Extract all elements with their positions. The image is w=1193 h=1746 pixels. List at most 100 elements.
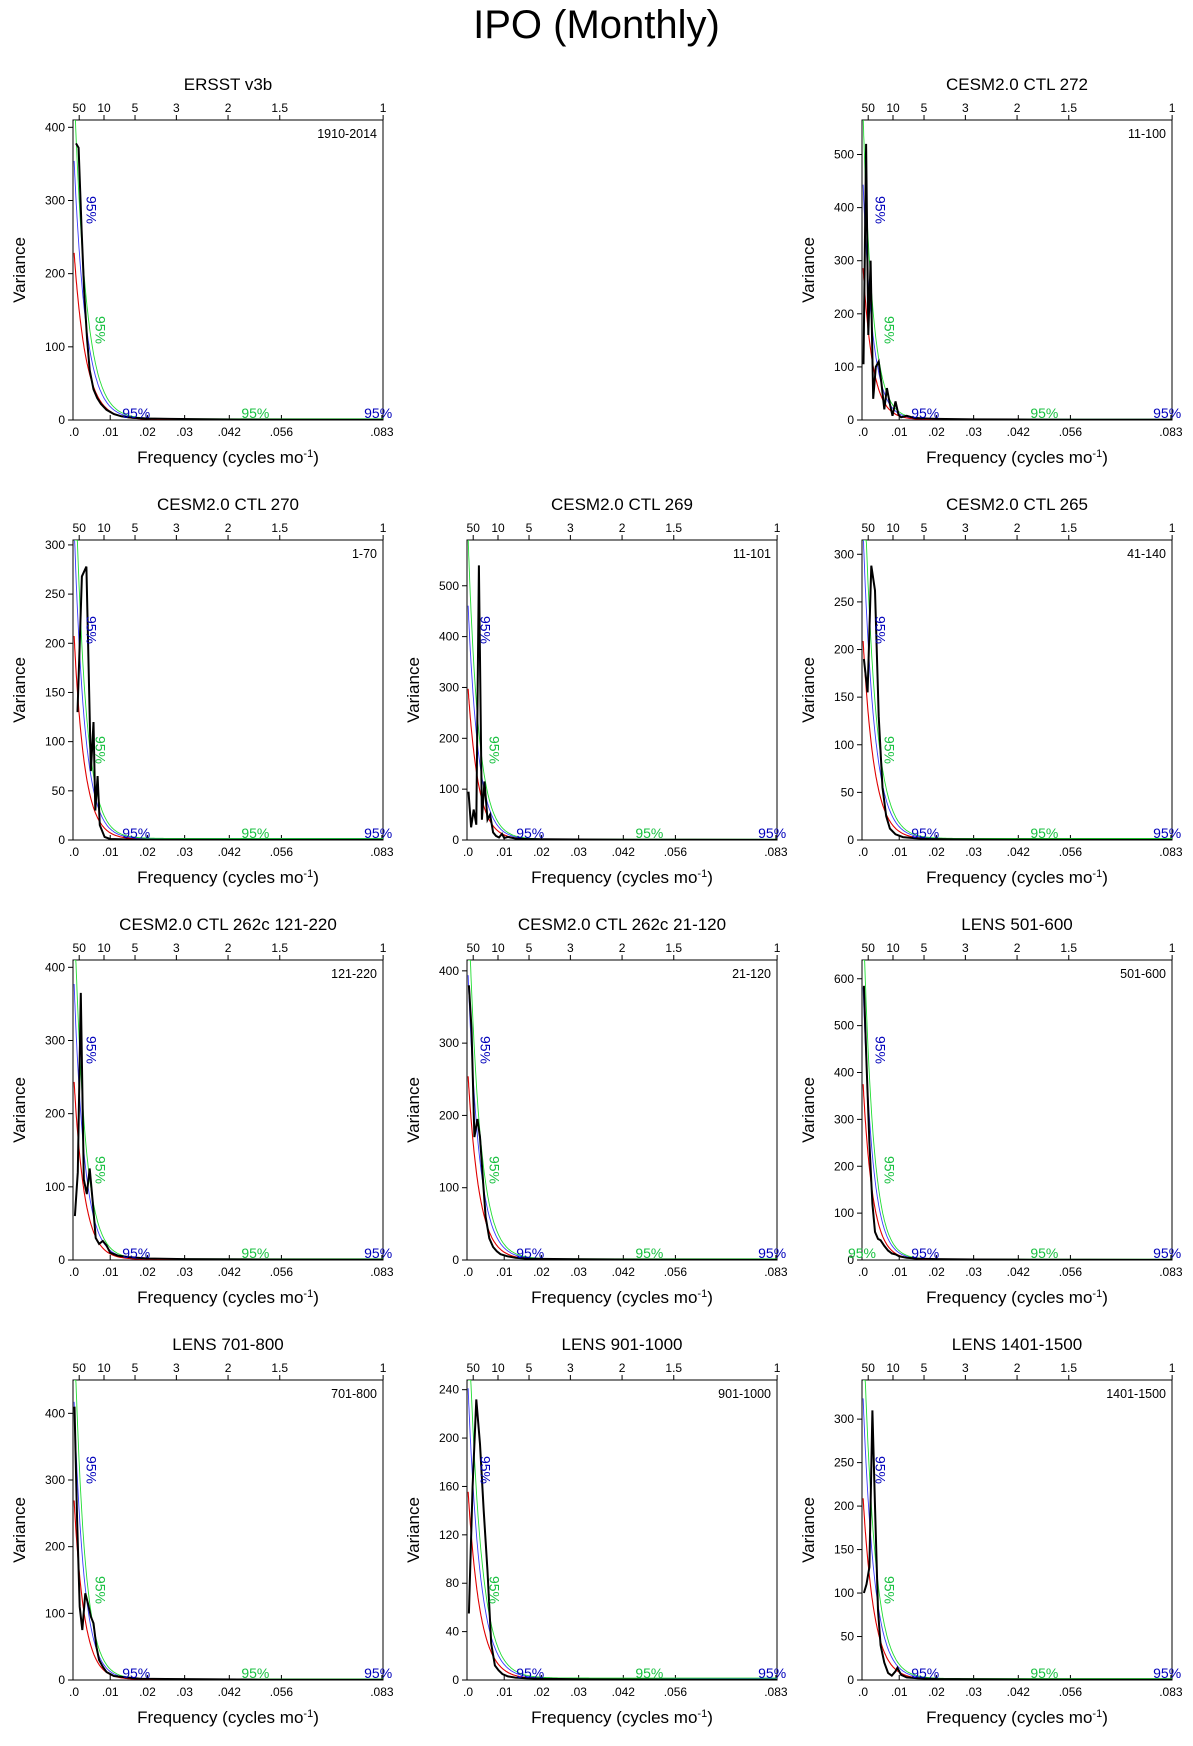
period-tick-label: 50 [862, 521, 876, 535]
period-tick-label: 1 [774, 521, 781, 535]
confidence-label: 95% [1153, 1665, 1181, 1681]
y-tick-label: 0 [847, 1253, 854, 1267]
period-tick-label: 10 [97, 101, 111, 115]
period-tick-label: 1 [380, 521, 387, 535]
plot-frame [861, 959, 1173, 1261]
x-tick-label: .03 [965, 1685, 982, 1699]
y-tick-label: 200 [834, 1499, 854, 1513]
period-tick-label: 3 [567, 941, 574, 955]
confidence-label: 95% [487, 1156, 503, 1184]
x-tick-label: .01 [102, 1685, 119, 1699]
y-tick-label: 100 [439, 782, 459, 796]
period-tick-label: 1.5 [1060, 1361, 1077, 1375]
x-tick-label: .03 [176, 1685, 193, 1699]
period-tick-label: 50 [862, 1361, 876, 1375]
confidence-label: 95% [241, 1665, 269, 1681]
confidence-label: 95% [516, 1665, 544, 1681]
period-range-label: 11-100 [1128, 127, 1166, 141]
panel-title: LENS 1401-1500 [952, 1335, 1082, 1354]
x-tick-label: .01 [102, 1265, 119, 1279]
x-tick-label: .02 [139, 425, 156, 439]
confidence-label: 95% [635, 825, 663, 841]
y-tick-label: 100 [45, 735, 65, 749]
spectrum-panel: CESM2.0 CTL 269 11-101 50 10 5 3 2 1.5 1 .0 .01 .02… [404, 495, 788, 887]
x-axis-label-close: ) [707, 1708, 713, 1727]
y-tick-label: 200 [45, 1540, 65, 1554]
x-axis-label-exponent: -1 [303, 1288, 313, 1300]
period-tick-label: 50 [862, 101, 876, 115]
period-tick-label: 1 [1169, 521, 1176, 535]
x-tick-label: .0 [858, 1685, 868, 1699]
confidence-label: 95% [122, 1665, 150, 1681]
x-tick-label: .0 [463, 1265, 473, 1279]
x-tick-label: .056 [1059, 845, 1083, 859]
y-axis-label: Variance [10, 1077, 29, 1143]
y-tick-label: 400 [439, 964, 459, 978]
y-tick-label: 0 [847, 413, 854, 427]
period-range-label: 21-120 [732, 967, 771, 981]
x-tick-label: .042 [1007, 1685, 1031, 1699]
curve-layer [862, 1380, 1172, 1680]
period-tick-label: 1.5 [1060, 941, 1077, 955]
confidence-label: 95% [882, 1156, 898, 1184]
panel-title: ERSST v3b [184, 75, 273, 94]
x-tick-label: .056 [270, 425, 294, 439]
y-tick-label: 200 [45, 1107, 65, 1121]
confidence-label: 95% [872, 616, 888, 644]
y-tick-label: 100 [439, 1181, 459, 1195]
period-tick-label: 2 [1014, 941, 1021, 955]
x-tick-label: .042 [218, 425, 242, 439]
curve-layer [467, 960, 777, 1260]
period-tick-label: 3 [962, 941, 969, 955]
confidence-label: 95% [241, 825, 269, 841]
x-axis-label-close: ) [1102, 448, 1108, 467]
x-tick-label: .083 [1159, 425, 1183, 439]
y-tick-label: 400 [439, 630, 459, 644]
confidence-label: 95% [882, 1576, 898, 1604]
period-tick-label: 50 [73, 941, 87, 955]
period-tick-label: 10 [886, 521, 900, 535]
period-tick-label: 2 [619, 1361, 626, 1375]
spectrum-panel: CESM2.0 CTL 270 1-70 50 10 5 3 2 1.5 1 .0 .01 .02 .0… [10, 495, 394, 887]
x-axis-label: Frequency (cycles mo-1) [137, 868, 319, 887]
confidence-label: 95% [487, 1576, 503, 1604]
confidence-label: 95% [1153, 1245, 1181, 1261]
confidence-label: 95% [882, 316, 898, 344]
x-tick-label: .083 [1159, 1685, 1183, 1699]
confidence-label: 95% [872, 1036, 888, 1064]
y-tick-label: 0 [452, 1673, 459, 1687]
x-axis-label-exponent: -1 [1092, 1288, 1102, 1300]
x-tick-label: .0 [858, 845, 868, 859]
y-tick-label: 300 [439, 1036, 459, 1050]
x-tick-label: .056 [270, 845, 294, 859]
period-tick-label: 1 [380, 101, 387, 115]
confidence-label: 95% [635, 1665, 663, 1681]
x-axis-label-close: ) [313, 448, 319, 467]
period-range-label: 501-600 [1120, 967, 1166, 981]
y-tick-label: 300 [439, 680, 459, 694]
x-tick-label: .056 [664, 1265, 688, 1279]
confidence-label: 95% [122, 405, 150, 421]
period-tick-label: 2 [1014, 101, 1021, 115]
period-range-label: 1-70 [352, 547, 377, 561]
confidence-label: 95% [1030, 405, 1058, 421]
x-axis-label-exponent: -1 [697, 868, 707, 880]
period-tick-label: 3 [962, 101, 969, 115]
confidence-label: 95% [477, 616, 493, 644]
period-tick-label: 1 [380, 941, 387, 955]
confidence-label: 95% [872, 196, 888, 224]
period-tick-label: 1 [774, 1361, 781, 1375]
panel-title: CESM2.0 CTL 262c 21-120 [518, 915, 726, 934]
x-axis-label: Frequency (cycles mo-1) [926, 448, 1108, 467]
y-tick-label: 250 [834, 595, 854, 609]
confidence-label: 95% [487, 736, 503, 764]
plot-frame [466, 539, 778, 841]
x-axis-label: Frequency (cycles mo-1) [137, 1288, 319, 1307]
x-axis-label-exponent: -1 [1092, 1708, 1102, 1720]
panel-title: LENS 501-600 [961, 915, 1073, 934]
x-axis-label-exponent: -1 [303, 448, 313, 460]
y-tick-label: 0 [452, 1253, 459, 1267]
period-tick-label: 50 [862, 941, 876, 955]
plot-frame [72, 959, 384, 1261]
period-tick-label: 10 [491, 941, 505, 955]
